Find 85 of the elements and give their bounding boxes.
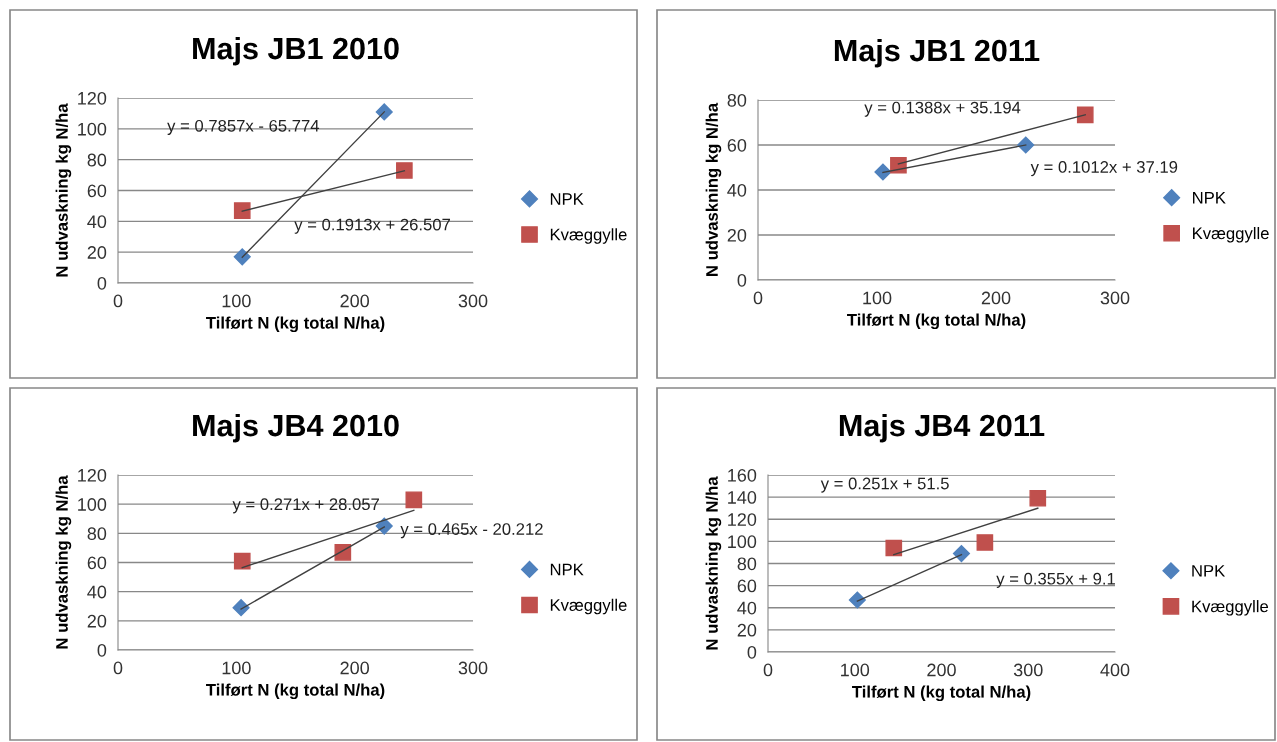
y-tick-label: 0 bbox=[747, 645, 757, 659]
point bbox=[375, 103, 393, 121]
annotation: y = 0.251x + 51.5 bbox=[820, 477, 949, 493]
y-tick-label: 100 bbox=[728, 535, 757, 549]
annotation: y = 0.1388x + 35.194 bbox=[864, 101, 1021, 117]
x-tick-label: 200 bbox=[927, 663, 956, 677]
x-tick-label: 200 bbox=[981, 291, 1011, 305]
y-axis-title: N udvaskning kg N/ha bbox=[705, 476, 722, 650]
legend-label: Kvæggylle bbox=[550, 598, 627, 615]
chart-title: Majs JB1 2010 bbox=[193, 36, 399, 66]
x-tick-label: 300 bbox=[1100, 291, 1130, 305]
y-tick-label: 80 bbox=[87, 153, 107, 167]
point bbox=[233, 202, 251, 219]
y-tick-label: 60 bbox=[87, 556, 107, 570]
point bbox=[233, 552, 251, 570]
point bbox=[405, 491, 423, 509]
y-tick-label: 0 bbox=[97, 643, 107, 657]
y-tick-label: 80 bbox=[727, 93, 747, 107]
legend-label: Kvæggylle bbox=[550, 228, 627, 244]
x-tick-label: 100 bbox=[863, 291, 892, 305]
x-tick-label: 100 bbox=[222, 661, 251, 675]
legend-label: NPK bbox=[550, 193, 584, 205]
x-tick-label: 0 bbox=[113, 661, 123, 675]
y-tick-label: 20 bbox=[87, 614, 107, 628]
y-tick-label: 100 bbox=[78, 498, 107, 511]
chart-title: Majs JB4 2010 bbox=[193, 413, 399, 443]
x-axis-title: Tilført N (kg total N/ha) bbox=[206, 683, 385, 700]
x-tick-label: 0 bbox=[113, 294, 123, 308]
x-tick-label: 200 bbox=[340, 661, 370, 675]
annotation: y = 0.355x + 9.1 bbox=[996, 572, 1115, 588]
y-tick-label: 40 bbox=[727, 183, 747, 197]
point bbox=[1017, 136, 1035, 154]
y-tick-label: 20 bbox=[87, 246, 107, 259]
y-tick-label: 60 bbox=[727, 138, 747, 152]
y-tick-label: 60 bbox=[87, 184, 107, 198]
x-tick-label: 400 bbox=[1100, 663, 1130, 677]
point bbox=[885, 539, 903, 557]
x-tick-label: 0 bbox=[763, 663, 773, 677]
legend-label: Kvæggylle bbox=[1192, 600, 1269, 616]
annotation: y = 0.7857x - 65.774 bbox=[167, 119, 320, 135]
point bbox=[233, 248, 251, 266]
point bbox=[848, 591, 866, 609]
x-tick-label: 200 bbox=[340, 294, 370, 308]
legend-label: NPK bbox=[550, 563, 584, 576]
y-tick-label: 120 bbox=[78, 468, 107, 482]
legend-label: NPK bbox=[1193, 192, 1226, 204]
y-tick-label: 40 bbox=[87, 585, 107, 599]
y-axis-title: N udvaskning kg N/ha bbox=[55, 103, 72, 277]
x-tick-label: 300 bbox=[1013, 663, 1043, 677]
point bbox=[1029, 489, 1047, 507]
y-tick-label: 20 bbox=[737, 623, 757, 637]
y-tick-label: 0 bbox=[97, 276, 107, 290]
x-tick-label: 100 bbox=[222, 294, 251, 308]
annotation: y = 0.465x - 20.212 bbox=[400, 523, 543, 539]
y-tick-label: 20 bbox=[727, 228, 747, 242]
y-axis-title: N udvaskning kg N/ha bbox=[705, 102, 722, 276]
x-tick-label: 100 bbox=[841, 663, 870, 677]
x-axis-title: Tilført N (kg total N/ha) bbox=[206, 316, 385, 333]
chart-title: Majs JB4 2011 bbox=[839, 413, 1045, 443]
point bbox=[232, 599, 250, 617]
annotation: y = 0.1012x + 37.19 bbox=[1030, 161, 1178, 177]
x-axis-title: Tilført N (kg total N/ha) bbox=[852, 685, 1031, 702]
point bbox=[396, 162, 413, 179]
y-tick-label: 80 bbox=[87, 527, 107, 541]
y-tick-label: 60 bbox=[737, 579, 757, 593]
y-tick-label: 160 bbox=[728, 468, 757, 482]
x-axis-title: Tilført N (kg total N/ha) bbox=[847, 313, 1026, 330]
annotation: y = 0.1913x + 26.507 bbox=[294, 218, 451, 234]
legend-label: Kvæggylle bbox=[1193, 227, 1269, 243]
y-tick-label: 100 bbox=[78, 122, 107, 136]
y-tick-label: 40 bbox=[87, 215, 107, 229]
point bbox=[976, 534, 994, 551]
point bbox=[1076, 106, 1094, 124]
y-tick-label: 40 bbox=[737, 601, 757, 615]
y-tick-label: 80 bbox=[737, 557, 757, 571]
y-axis-title: N udvaskning kg N/ha bbox=[55, 475, 72, 649]
x-tick-label: 300 bbox=[458, 661, 488, 675]
y-tick-label: 140 bbox=[728, 491, 757, 504]
y-tick-label: 120 bbox=[728, 513, 757, 526]
y-tick-label: 120 bbox=[78, 91, 107, 105]
x-tick-label: 300 bbox=[458, 294, 488, 308]
chart-title: Majs JB1 2011 bbox=[834, 38, 1040, 68]
legend-label: NPK bbox=[1192, 565, 1226, 577]
annotation: y = 0.271x + 28.057 bbox=[232, 498, 379, 514]
y-tick-label: 0 bbox=[737, 273, 747, 287]
